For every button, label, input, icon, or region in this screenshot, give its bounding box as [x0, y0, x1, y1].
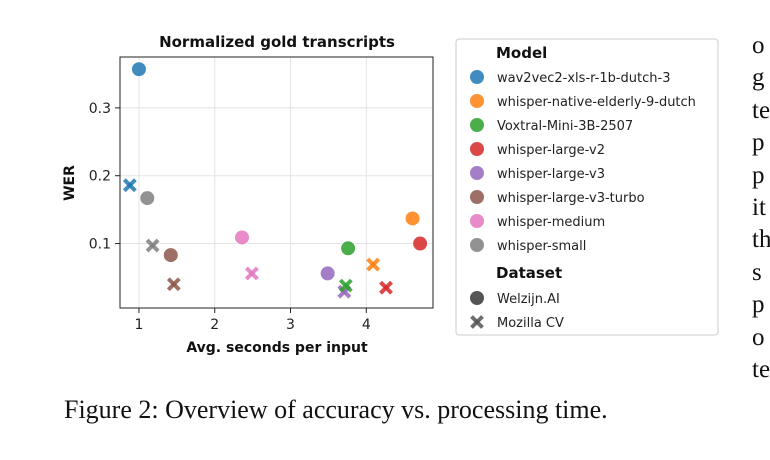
legend-model-label: Voxtral-Mini-3B-2507	[497, 119, 633, 134]
point-x	[166, 277, 181, 292]
column-text-fragment: th	[752, 226, 770, 254]
figure-caption: Figure 2: Overview of accuracy vs. proce…	[64, 395, 608, 424]
grid	[120, 57, 433, 308]
column-text-fragment: o	[752, 32, 765, 59]
y-tick-label: 0.1	[89, 237, 111, 253]
legend-dataset-swatch	[470, 291, 484, 305]
point-x	[338, 278, 353, 293]
legend-dataset-swatch	[470, 315, 484, 329]
legend-model-swatch	[470, 70, 484, 84]
point-x	[122, 178, 137, 193]
legend-model-label: whisper-medium	[497, 215, 605, 230]
legend-model-swatch	[470, 94, 484, 108]
legend-model-swatch	[470, 238, 484, 252]
legend-box	[455, 38, 719, 336]
column-text-fragment: o	[752, 323, 765, 351]
column-text-fragment: te	[752, 355, 770, 383]
legend-model-label: whisper-large-v3-turbo	[497, 191, 645, 206]
legend-model-swatch	[470, 118, 484, 132]
legend-model-swatch	[470, 142, 484, 156]
column-text-fragment: te	[752, 96, 770, 124]
column-text-fragment: p	[752, 291, 765, 319]
legend-datasets: Welzijn.AI Mozilla CV	[470, 291, 564, 331]
point-circle	[340, 240, 357, 257]
y-tick-label: 0.3	[89, 101, 111, 117]
point-circle	[139, 190, 156, 207]
point-circle	[412, 235, 429, 252]
legend-dataset-heading: Dataset	[496, 264, 562, 282]
point-circle	[130, 61, 147, 78]
legend-model-label: whisper-small	[497, 239, 586, 254]
data-points	[122, 61, 429, 299]
point-x	[145, 238, 160, 253]
x-tick-label: 1	[134, 317, 143, 333]
x-axis-label: Avg. seconds per input	[186, 340, 368, 356]
legend-dataset-label: Welzijn.AI	[497, 292, 560, 307]
point-x	[379, 280, 393, 295]
legend-model-heading: Model	[496, 44, 547, 62]
chart-title: Normalized gold transcripts	[159, 33, 395, 51]
y-tick-label: 0.2	[89, 169, 111, 185]
point-circle	[162, 247, 179, 264]
legend-model-swatch	[470, 190, 484, 204]
legend-model-label: whisper-large-v3	[497, 167, 605, 182]
y-axis: 0.1 0.2 0.3	[89, 101, 120, 253]
column-text-fragment: p	[752, 161, 765, 189]
point-circle	[319, 265, 336, 282]
point-x	[244, 266, 259, 281]
legend-model-label: whisper-native-elderly-9-dutch	[497, 95, 696, 110]
point-x	[366, 257, 381, 272]
plot-frame	[119, 56, 434, 309]
column-text-fragment: p	[752, 129, 765, 157]
x-axis: 1 2 3 4	[134, 308, 371, 333]
x-tick-label: 3	[286, 317, 295, 333]
column-text-fragment: g	[752, 64, 765, 92]
legend-dataset-label: Mozilla CV	[497, 316, 564, 331]
adjacent-column-text: o g te p p it th s p o te	[752, 30, 770, 386]
column-text-fragment: it	[752, 193, 766, 221]
legend-model-swatch	[470, 166, 484, 180]
y-axis-label: WER	[62, 165, 78, 201]
legend: Model wav2vec2-xls-r-1b-dutch-3 whisper-n…	[455, 38, 719, 336]
point-circle	[404, 210, 421, 227]
column-text-fragment: s	[752, 258, 762, 286]
legend-model-swatch	[470, 214, 484, 228]
x-tick-label: 4	[362, 317, 371, 333]
legend-model-label: wav2vec2-xls-r-1b-dutch-3	[497, 71, 671, 86]
legend-models: wav2vec2-xls-r-1b-dutch-3 whisper-native-…	[470, 70, 696, 254]
point-circle	[234, 229, 251, 246]
x-tick-label: 2	[210, 317, 219, 333]
legend-model-label: whisper-large-v2	[497, 143, 605, 158]
